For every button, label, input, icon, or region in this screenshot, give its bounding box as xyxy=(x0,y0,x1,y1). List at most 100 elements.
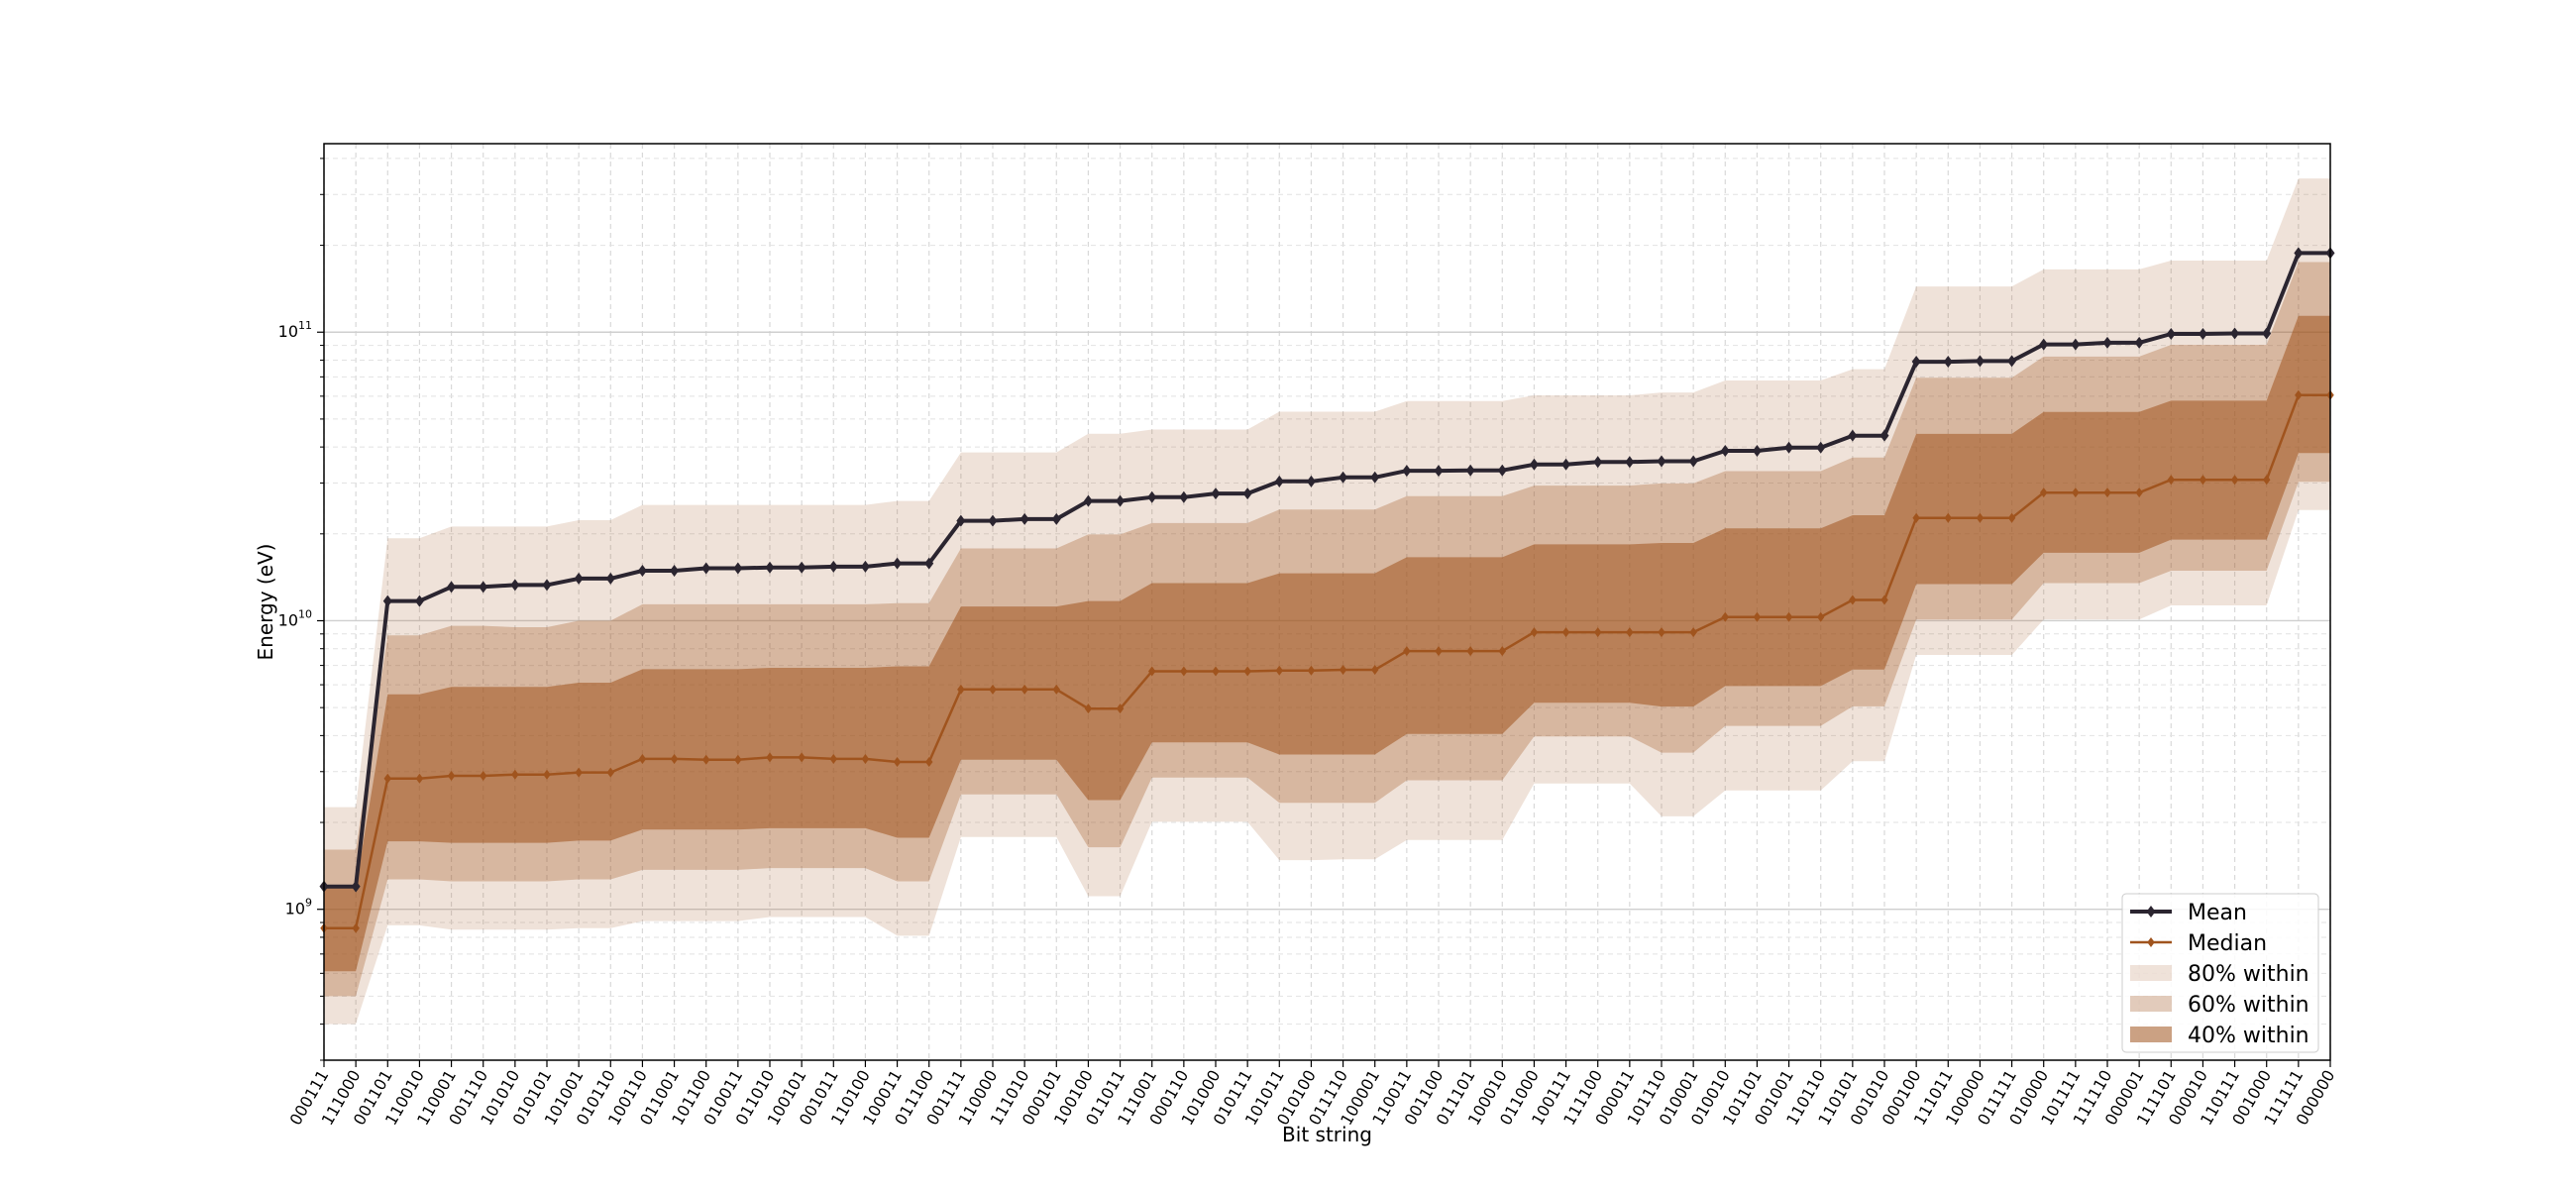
median-point xyxy=(479,771,487,782)
median-point xyxy=(798,752,805,763)
mean-point xyxy=(2007,355,2017,368)
mean-point xyxy=(1561,458,1571,471)
mean-point xyxy=(542,579,552,592)
mean-point xyxy=(2102,336,2112,349)
mean-point xyxy=(1051,512,1061,525)
median-point xyxy=(543,769,551,780)
median-point xyxy=(2103,487,2111,498)
mean-point xyxy=(447,581,457,594)
mean-point xyxy=(1593,456,1603,469)
mean-point xyxy=(351,880,361,893)
median-point xyxy=(2135,487,2143,498)
mean-point xyxy=(1465,464,1475,477)
median-point xyxy=(511,769,519,780)
mean-point xyxy=(701,562,711,575)
median-point xyxy=(1849,594,1857,605)
mean-point xyxy=(828,560,838,573)
median-point xyxy=(1976,512,1985,523)
mean-point xyxy=(574,572,584,585)
percentile-bands xyxy=(324,178,2330,1025)
mean-point xyxy=(1784,441,1794,454)
legend-swatch-band xyxy=(2130,965,2172,981)
median-point xyxy=(1180,666,1188,677)
median-point xyxy=(2230,475,2239,486)
median-point xyxy=(2072,487,2080,498)
series-lines xyxy=(319,247,2335,933)
mean-point xyxy=(1116,494,1126,507)
mean-line xyxy=(324,251,2330,889)
mean-point xyxy=(510,579,520,592)
median-point xyxy=(1593,627,1602,638)
mean-point xyxy=(1720,444,1730,457)
median-point xyxy=(2199,475,2207,486)
median-point xyxy=(1403,646,1411,657)
median-point xyxy=(1052,684,1061,695)
median-point xyxy=(1753,611,1762,622)
median-point xyxy=(1816,611,1825,622)
median-point xyxy=(989,684,997,695)
mean-point xyxy=(1402,465,1412,478)
mean-point xyxy=(1497,464,1507,477)
mean-point xyxy=(2166,328,2176,341)
mean-point xyxy=(1274,475,1284,487)
median-point xyxy=(1944,512,1953,523)
median-point xyxy=(1307,665,1316,676)
mean-point xyxy=(2294,247,2304,260)
median-point xyxy=(1084,703,1093,714)
y-tick-label: 1010 xyxy=(278,607,312,629)
median-point xyxy=(861,753,870,764)
mean-point xyxy=(2134,336,2144,349)
median-point xyxy=(638,753,647,764)
mean-point xyxy=(2071,338,2081,351)
y-axis-title: Energy (eV) xyxy=(254,544,277,661)
y-axis-ticks: 109 1010 1011 xyxy=(278,158,324,1061)
legend-label-band: 60% within xyxy=(2188,993,2309,1018)
median-point xyxy=(1435,646,1443,657)
mean-point xyxy=(860,560,870,573)
median-point xyxy=(415,773,424,784)
median-point xyxy=(1561,627,1570,638)
x-axis-title: Bit string xyxy=(1282,1123,1372,1146)
mean-point xyxy=(1306,475,1316,487)
mean-point xyxy=(2198,328,2207,341)
mean-point xyxy=(1657,455,1666,468)
median-point xyxy=(893,757,902,768)
legend-swatch-band xyxy=(2130,996,2172,1012)
mean-point xyxy=(924,557,934,570)
legend-marker-median xyxy=(2147,937,2155,947)
median-point xyxy=(1530,627,1539,638)
legend-label-band: 40% within xyxy=(2188,1024,2309,1048)
median-point xyxy=(829,753,838,764)
median-point xyxy=(1626,627,1634,638)
median-point xyxy=(701,754,710,765)
plot-frame xyxy=(323,143,2331,1061)
mean-point xyxy=(765,561,775,574)
mean-point xyxy=(733,562,743,575)
median-point xyxy=(606,767,615,778)
y-tick-label: 109 xyxy=(285,897,312,919)
legend-label-mean: Mean xyxy=(2188,901,2247,925)
median-point xyxy=(766,752,774,763)
mean-point xyxy=(1975,355,1985,368)
mean-point xyxy=(1911,356,1921,369)
mean-point xyxy=(1083,494,1093,507)
median-point xyxy=(575,767,583,778)
median-point xyxy=(2167,475,2176,486)
median-point xyxy=(352,922,360,933)
legend-marker-mean xyxy=(2146,906,2156,918)
mean-point xyxy=(1943,356,1953,369)
median-point xyxy=(383,773,392,784)
median-point xyxy=(924,757,933,768)
mean-point xyxy=(1434,465,1444,478)
band-40-within xyxy=(324,315,2330,972)
median-point xyxy=(670,753,679,764)
median-point xyxy=(2007,512,2016,523)
median-point xyxy=(2295,389,2303,400)
mean-point xyxy=(1147,490,1157,503)
legend-box xyxy=(2121,893,2319,1053)
median-point xyxy=(734,754,742,765)
median-point xyxy=(1116,703,1125,714)
median-point xyxy=(1721,611,1730,622)
mean-point xyxy=(382,594,392,607)
mean-point xyxy=(1625,456,1635,469)
